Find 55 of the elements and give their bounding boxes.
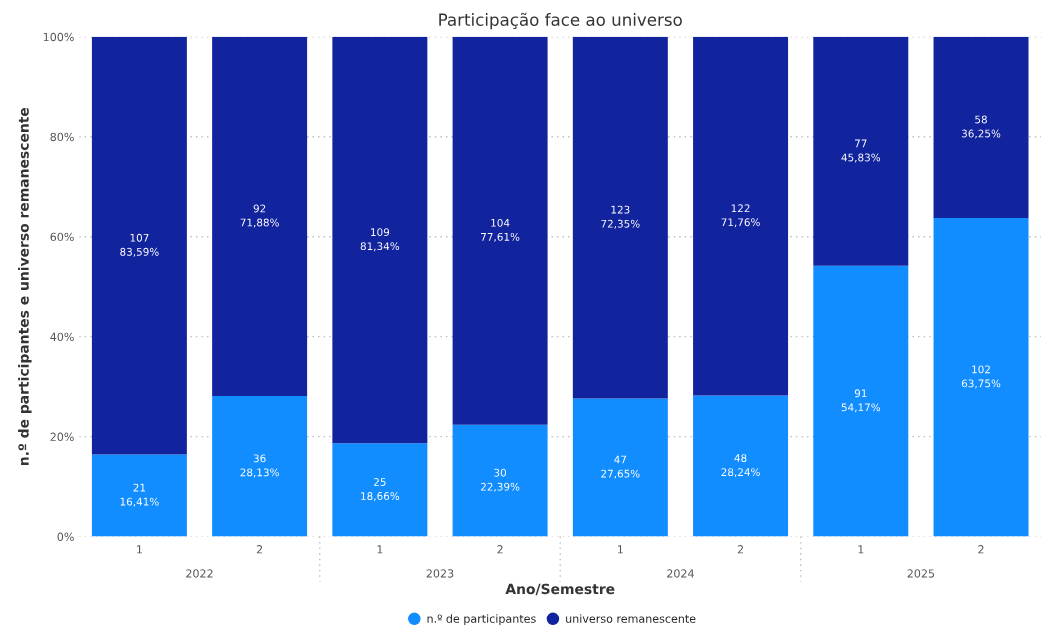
bar: [452, 36, 548, 425]
bar: [693, 395, 789, 537]
x-tick-label: 1: [858, 545, 864, 554]
y-tick-label: 100%: [43, 32, 74, 42]
y-tick-label: 20%: [50, 432, 74, 442]
data-label: 47 27,65%: [601, 455, 640, 479]
x-tick-label: 2: [497, 545, 503, 554]
bar: [332, 36, 428, 444]
bar: [572, 36, 668, 399]
legend-label: universo remanescente: [566, 614, 696, 623]
x-axis-title: Ano/Semestre: [505, 583, 615, 596]
bar: [452, 424, 548, 537]
data-label: 107 83,59%: [120, 233, 159, 257]
y-tick-label: 40%: [50, 332, 74, 342]
x-tick-label: 1: [618, 545, 623, 554]
bar: [693, 36, 789, 396]
x-tick-label: 2: [737, 545, 743, 554]
data-label: 91 54,17%: [841, 389, 881, 413]
bar: [813, 265, 909, 537]
text: 2023: [426, 569, 454, 578]
data-label: 25 18,66%: [361, 478, 400, 502]
bar: [813, 36, 909, 266]
data-label: 58 36,25%: [961, 115, 1001, 139]
bar: [933, 36, 1029, 218]
chart-title: Participação face ao universo: [439, 12, 682, 30]
data-label: 102 63,75%: [961, 365, 1001, 389]
bar: [933, 217, 1029, 537]
bar: [91, 454, 187, 537]
data-label: 48 28,24%: [721, 454, 760, 478]
text: 2025: [907, 569, 935, 578]
data-label: 30 22,39%: [481, 468, 520, 492]
bar: [572, 398, 668, 537]
x-tick-label: 2: [978, 545, 984, 554]
y-tick-label: 60%: [50, 232, 74, 242]
bar: [212, 36, 308, 396]
x-tick-label: 1: [137, 545, 142, 554]
bar: [91, 36, 187, 455]
text: 2024: [667, 569, 694, 578]
data-label: 36 28,13%: [240, 454, 279, 478]
bar: [212, 396, 308, 537]
y-tick-label: 0%: [57, 532, 74, 541]
data-label: 104 77,61%: [481, 218, 520, 242]
y-tick-label: 80%: [50, 132, 74, 142]
text: 2022: [186, 569, 213, 578]
legend-label: n.º de participantes: [427, 614, 536, 625]
data-label: 77 45,83%: [841, 139, 881, 163]
data-label: 109 81,34%: [360, 228, 400, 252]
data-label: 123 72,35%: [601, 205, 640, 229]
data-label: 122 71,76%: [721, 204, 760, 228]
bar: [332, 443, 428, 537]
y-axis-title: n.º de participantes e universo remanescente: [18, 107, 32, 466]
x-tick-label: 2: [256, 545, 263, 554]
data-label: 21 16,41%: [120, 483, 159, 507]
data-label: 92 71,88%: [240, 204, 279, 228]
x-tick-label: 1: [377, 545, 383, 554]
